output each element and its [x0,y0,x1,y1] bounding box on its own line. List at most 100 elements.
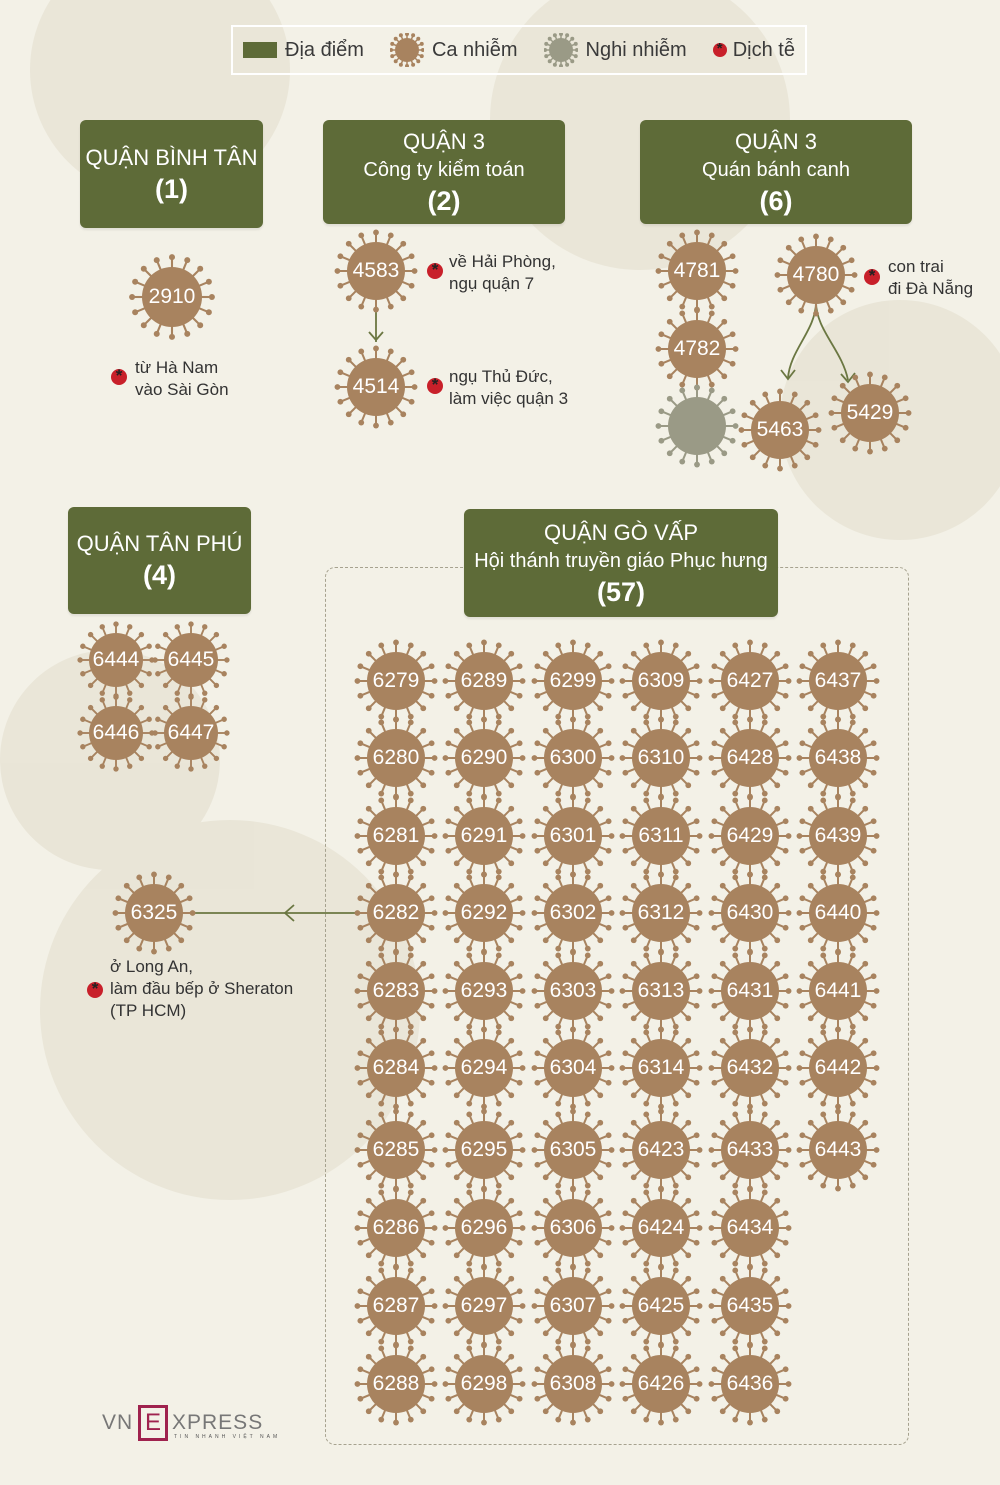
legend-suspected-label: Nghi nhiễm [585,38,687,61]
logo-tagline: TIN NHANH VIỆT NAM [174,1434,281,1440]
case-virus-6325: 6325 [108,867,200,959]
case-number: 6306 [549,1216,597,1239]
case-virus-6441: 6441 [792,945,884,1037]
case-virus-6311: 6311 [615,790,707,882]
case-number: 5429 [846,401,894,424]
case-virus-6312: 6312 [615,867,707,959]
case-virus-6291: 6291 [438,790,530,882]
case-number: 4583 [352,259,400,282]
case-virus-6447: 6447 [145,687,237,779]
note-line: ngụ Thủ Đức, [449,367,553,386]
epi-dot-icon [87,979,103,999]
legend-epi: Dịch tễ [712,39,795,62]
case-number: 6285 [372,1138,420,1161]
case-virus-6310: 6310 [615,712,707,804]
case-number: 6286 [372,1216,420,1239]
note-2910: từ Hà Nam vào Sài Gòn [135,357,229,401]
infected-virus-icon [388,32,425,68]
logo-vn: VN [102,1411,134,1434]
case-number: 6307 [549,1294,597,1317]
case-number: 6294 [460,1056,508,1079]
box-subtitle: Công ty kiểm toán [363,158,525,181]
case-virus-6436: 6436 [704,1338,796,1430]
case-virus-6446: 6446 [70,687,162,779]
case-number: 6438 [814,746,862,769]
case-number: 6447 [167,721,215,744]
box-title: QUẬN TÂN PHÚ [76,531,243,556]
case-virus-6299: 6299 [527,635,619,727]
case-number: 4514 [352,375,400,398]
case-number: 6429 [726,824,774,847]
box-count: (57) [596,576,645,607]
note-line: từ Hà Nam [135,358,219,377]
box-binh-tan: QUẬN BÌNH TÂN (1) [80,120,263,228]
case-virus-6427: 6427 [704,635,796,727]
case-number: 6436 [726,1372,774,1395]
case-virus-6295: 6295 [438,1104,530,1196]
note-line: ở Long An, [110,957,193,976]
case-number: 6279 [372,669,420,692]
case-virus-6445: 6445 [145,614,237,706]
case-number: 6325 [130,901,178,924]
case-virus-6444: 6444 [70,614,162,706]
case-virus-6440: 6440 [792,867,884,959]
case-number: 5463 [756,418,804,441]
case-number: 6287 [372,1294,420,1317]
case-virus-6437: 6437 [792,635,884,727]
box-tan-phu: QUẬN TÂN PHÚ (4) [68,507,251,614]
case-virus-6433: 6433 [704,1104,796,1196]
epi-dot-icon [712,40,727,57]
case-number: 6308 [549,1372,597,1395]
case-virus-6282: 6282 [350,867,442,959]
note-4514: ngụ Thủ Đức, làm việc quận 3 [449,366,568,410]
case-number: 6428 [726,746,774,769]
case-number: 6432 [726,1056,774,1079]
case-virus-6280: 6280 [350,712,442,804]
case-virus-6285: 6285 [350,1104,442,1196]
case-number: 6295 [460,1138,508,1161]
case-number: 6305 [549,1138,597,1161]
case-virus-6423: 6423 [615,1104,707,1196]
suspected-virus [651,380,743,472]
epi-dot-icon [864,266,880,286]
case-virus-6442: 6442 [792,1022,884,1114]
box-title: QUẬN 3 [403,128,485,154]
case-virus-6289: 6289 [438,635,530,727]
case-number: 6290 [460,746,508,769]
note-line: (TP HCM) [110,1001,187,1020]
case-number: 6424 [637,1216,685,1239]
case-virus-6304: 6304 [527,1022,619,1114]
case-number: 4780 [792,263,840,286]
case-virus-6305: 6305 [527,1104,619,1196]
box-count: (1) [155,173,188,204]
case-number: 6440 [814,901,862,924]
case-virus-6425: 6425 [615,1260,707,1352]
case-number: 6288 [372,1372,420,1395]
box-count: (2) [427,185,461,216]
case-number: 6299 [549,669,597,692]
box-count: (4) [143,560,176,590]
case-virus-4782: 4782 [651,303,743,395]
case-number: 6310 [637,746,685,769]
case-number: 6293 [460,979,508,1002]
case-virus-5463: 5463 [734,384,826,476]
case-virus-6443: 6443 [792,1104,884,1196]
case-number: 6437 [814,669,862,692]
case-virus-6296: 6296 [438,1182,530,1274]
case-number: 6300 [549,746,597,769]
case-number: 6435 [726,1294,774,1317]
case-virus-6294: 6294 [438,1022,530,1114]
case-number: 6446 [92,721,140,744]
case-number: 6434 [726,1216,774,1239]
case-virus-6438: 6438 [792,712,884,804]
case-number: 6292 [460,901,508,924]
case-virus-5429: 5429 [824,367,916,459]
case-virus-2910: 2910 [126,251,218,343]
note-line: làm việc quận 3 [449,389,569,408]
case-virus-6284: 6284 [350,1022,442,1114]
case-number: 6312 [637,901,685,924]
case-virus-6306: 6306 [527,1182,619,1274]
vnexpress-logo: VN E XPRESS TIN NHANH VIỆT NAM [102,1405,282,1441]
box-subtitle: Hội thánh truyền giáo Phục hưng [474,549,768,572]
case-number: 6302 [549,901,597,924]
